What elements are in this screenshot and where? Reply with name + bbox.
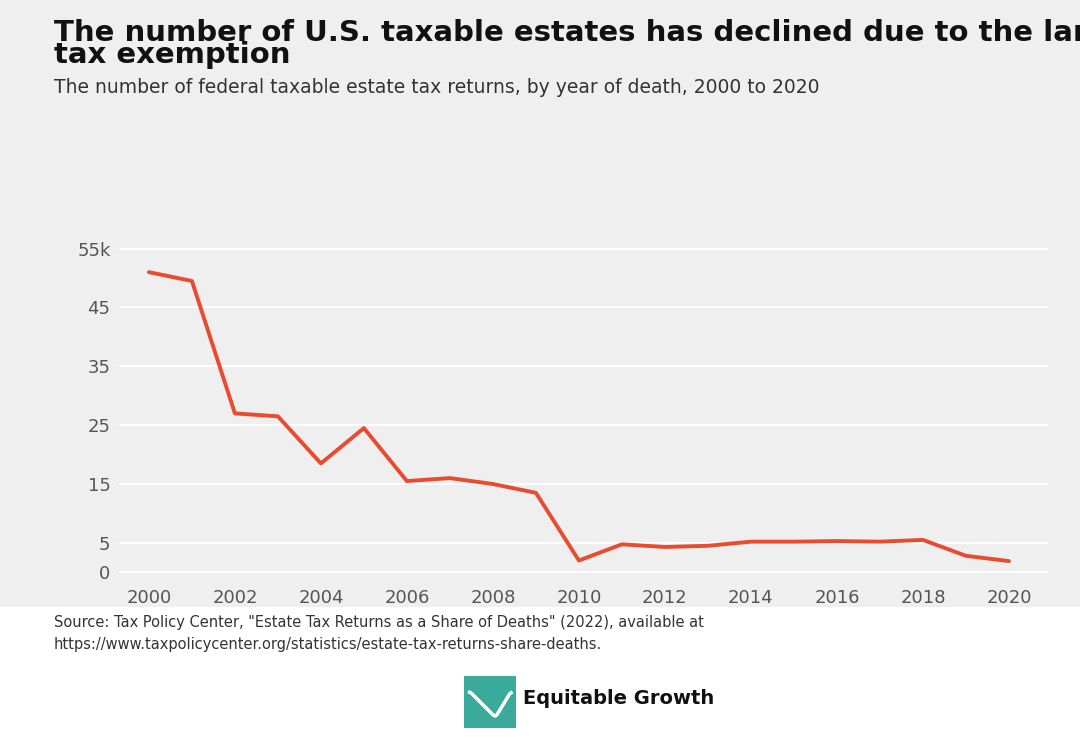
Text: The number of federal taxable estate tax returns, by year of death, 2000 to 2020: The number of federal taxable estate tax… xyxy=(54,78,820,98)
Text: tax exemption: tax exemption xyxy=(54,41,291,69)
Text: Equitable Growth: Equitable Growth xyxy=(523,688,714,708)
Text: The number of U.S. taxable estates has declined due to the larger estate: The number of U.S. taxable estates has d… xyxy=(54,19,1080,47)
Text: Source: Tax Policy Center, "Estate Tax Returns as a Share of Deaths" (2022), ava: Source: Tax Policy Center, "Estate Tax R… xyxy=(54,615,704,630)
Text: https://www.taxpolicycenter.org/statistics/estate-tax-returns-share-deaths.: https://www.taxpolicycenter.org/statisti… xyxy=(54,637,603,652)
